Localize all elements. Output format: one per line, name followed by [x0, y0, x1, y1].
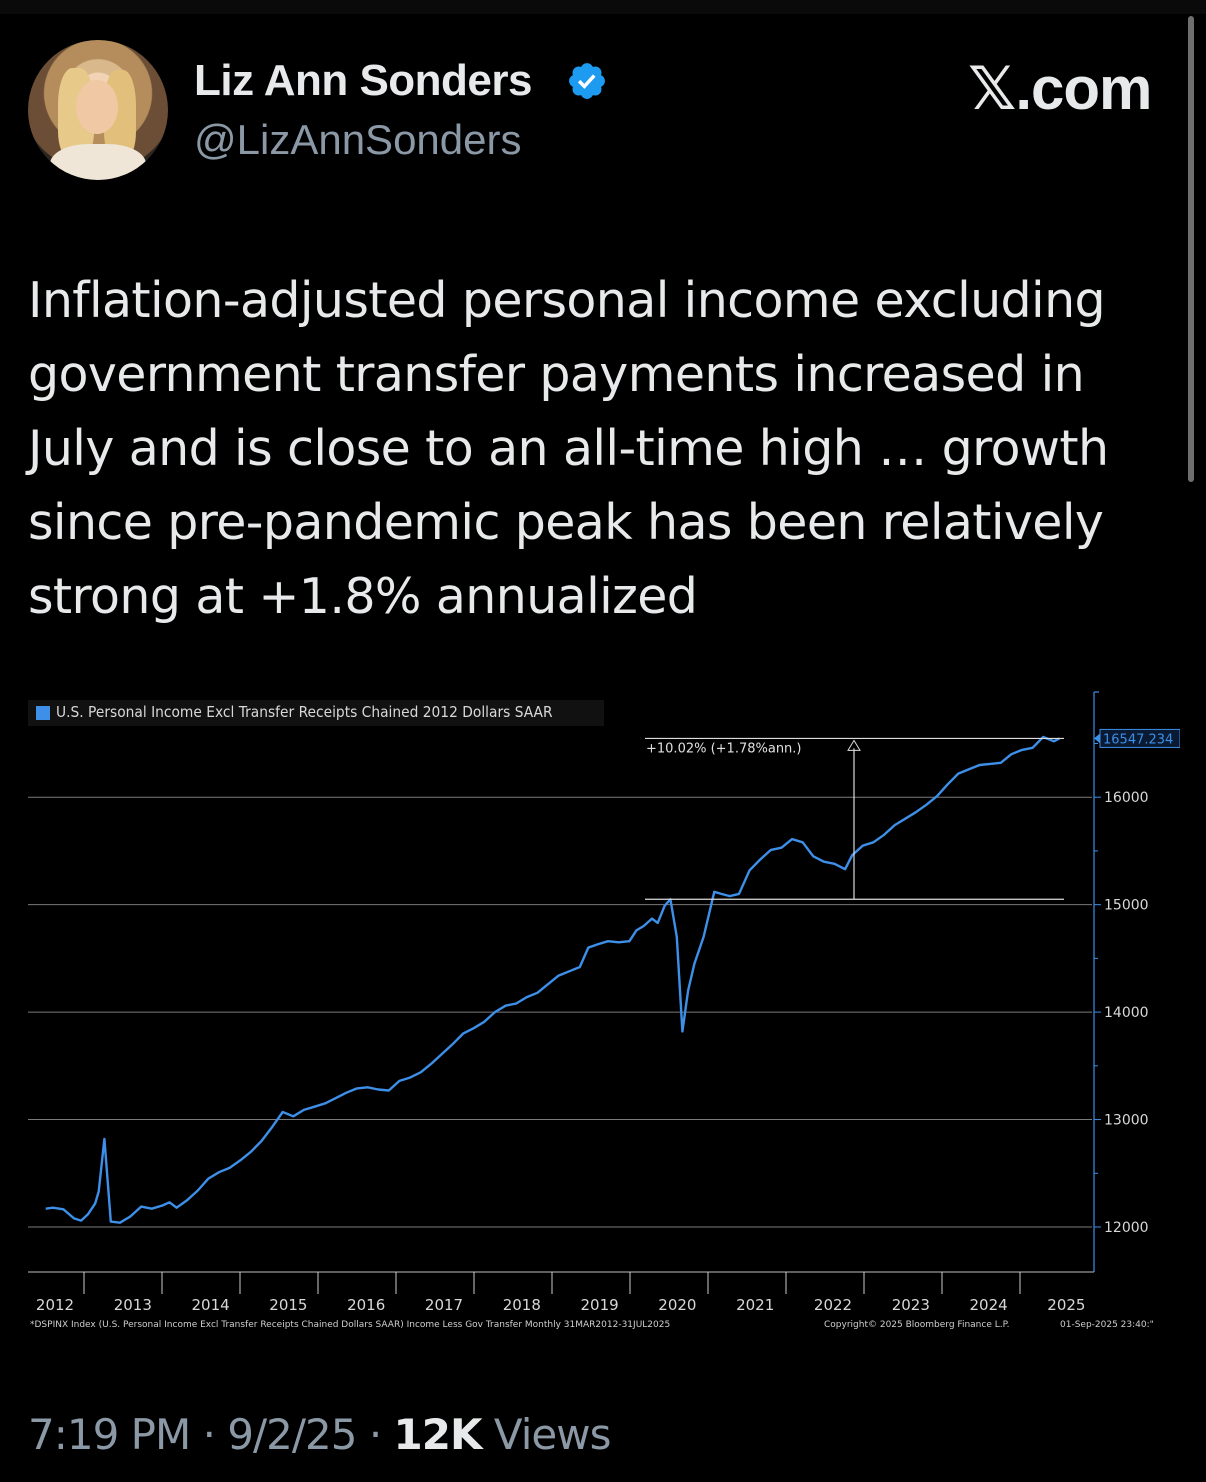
y-tick-label: 12000	[1104, 1220, 1149, 1236]
chart-footer-source: *DSPINX Index (U.S. Personal Income Excl…	[30, 1320, 670, 1330]
series-line	[45, 735, 1061, 1224]
x-tick-label: 2025	[1047, 1296, 1085, 1314]
chart-svg: 12000 13000 14000 15000 16000 2012 2013 2014 201…	[28, 691, 1180, 1330]
x-tick-label: 2021	[736, 1296, 774, 1314]
site-logo: 𝕏.com	[968, 55, 1152, 122]
x-tick-label: 2012	[36, 1296, 74, 1314]
chart-footer-copyright: Copyright© 2025 Bloomberg Finance L.P.	[824, 1320, 1009, 1330]
top-strip	[0, 0, 1206, 14]
author-handle[interactable]: @LizAnnSonders	[194, 116, 522, 163]
x-tick-label: 2014	[192, 1296, 230, 1314]
x-tick-label: 2020	[658, 1296, 696, 1314]
y-tick-label: 15000	[1104, 898, 1149, 914]
y-tick-label: 16000	[1104, 790, 1149, 806]
verified-badge-icon	[569, 63, 605, 99]
x-tick-label: 2018	[503, 1296, 541, 1314]
last-value-label: 16547.234	[1103, 732, 1173, 747]
legend-swatch	[36, 706, 50, 720]
chart-legend: U.S. Personal Income Excl Transfer Recei…	[28, 700, 604, 726]
x-tick-label: 2024	[970, 1296, 1008, 1314]
meta-separator: ·	[356, 1410, 394, 1459]
tweet-meta: 7:19 PM · 9/2/25 · 12K Views	[28, 1410, 612, 1459]
avatar[interactable]	[28, 40, 168, 180]
x-tick-label: 2015	[269, 1296, 307, 1314]
chart-footer-timestamp: 01-Sep-2025 23:40:"	[1060, 1320, 1154, 1330]
x-tick-label: 2017	[425, 1296, 463, 1314]
x-tick-label: 2013	[114, 1296, 152, 1314]
tweet-time[interactable]: 7:19 PM	[28, 1410, 191, 1459]
annotation-label: +10.02% (+1.78%ann.)	[646, 741, 802, 756]
views-count: 12K	[393, 1410, 483, 1459]
scrollbar-thumb[interactable]	[1188, 16, 1194, 482]
x-tick-label: 2019	[581, 1296, 619, 1314]
legend-label: U.S. Personal Income Excl Transfer Recei…	[56, 703, 553, 721]
y-tick-label: 14000	[1104, 1005, 1149, 1021]
tweet-text: Inflation-adjusted personal income exclu…	[28, 272, 1109, 625]
annotation-arrow-head	[847, 739, 861, 751]
x-tick-label: 2022	[814, 1296, 852, 1314]
last-value-pointer	[1094, 733, 1100, 744]
y-tick-label: 13000	[1104, 1113, 1149, 1129]
meta-separator: ·	[190, 1410, 228, 1459]
x-tick-label: 2016	[347, 1296, 385, 1314]
x-tick-label: 2023	[892, 1296, 930, 1314]
views-label: Views	[481, 1410, 612, 1459]
chart: 12000 13000 14000 15000 16000 2012 2013 2014 201…	[28, 690, 1180, 1340]
author-name[interactable]: Liz Ann Sonders	[194, 56, 533, 105]
tweet-date[interactable]: 9/2/25	[227, 1410, 357, 1459]
